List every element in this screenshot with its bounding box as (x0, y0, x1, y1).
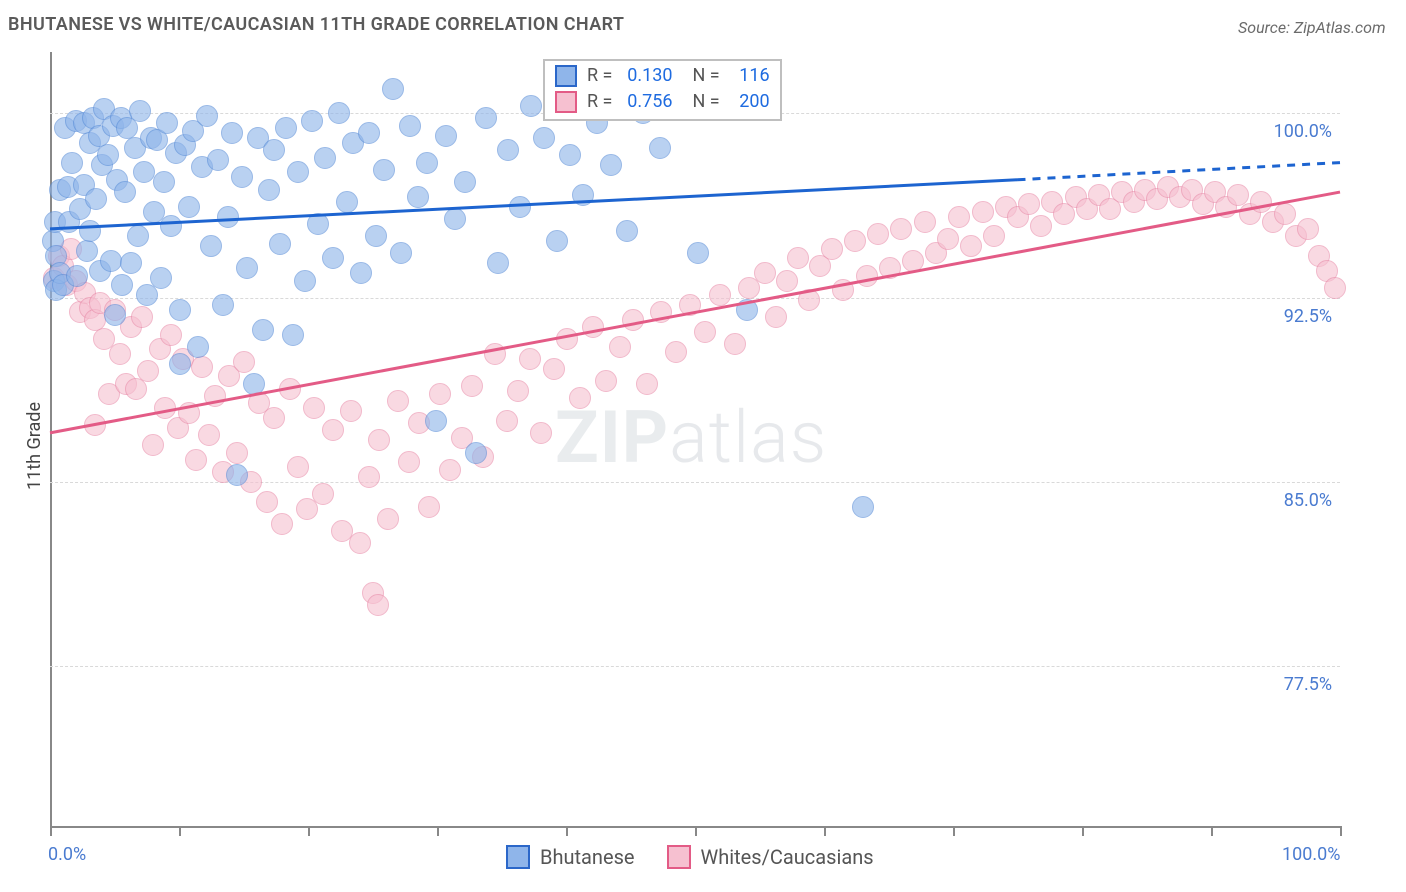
legend-swatch (506, 845, 530, 869)
stats-swatch (555, 65, 577, 87)
stats-r-value: 0.756 (618, 89, 672, 115)
legend-label: Whites/Caucasians (701, 845, 874, 869)
legend: Bhutanese Whites/Caucasians (506, 845, 874, 869)
stats-r-label: R = (587, 89, 612, 115)
stats-r-label: R = (587, 63, 612, 89)
stats-row: R =0.130 N = 116 (555, 63, 770, 89)
stats-swatch (555, 91, 577, 113)
stats-n-label: N = (692, 63, 719, 89)
trend-line (1018, 163, 1341, 180)
stats-box: R =0.130 N = 116 R =0.756 N = 200 (543, 59, 782, 121)
stats-n-label: N = (692, 89, 719, 115)
legend-item: Whites/Caucasians (667, 845, 874, 869)
stats-r-value: 0.130 (618, 63, 672, 89)
trend-lines (0, 0, 1406, 892)
legend-item: Bhutanese (506, 845, 635, 869)
stats-n-value: 116 (726, 63, 770, 89)
trend-line (50, 192, 1340, 433)
legend-swatch (667, 845, 691, 869)
legend-label: Bhutanese (540, 845, 635, 869)
trend-line (50, 180, 1018, 229)
stats-n-value: 200 (726, 89, 770, 115)
stats-row: R =0.756 N = 200 (555, 89, 770, 115)
